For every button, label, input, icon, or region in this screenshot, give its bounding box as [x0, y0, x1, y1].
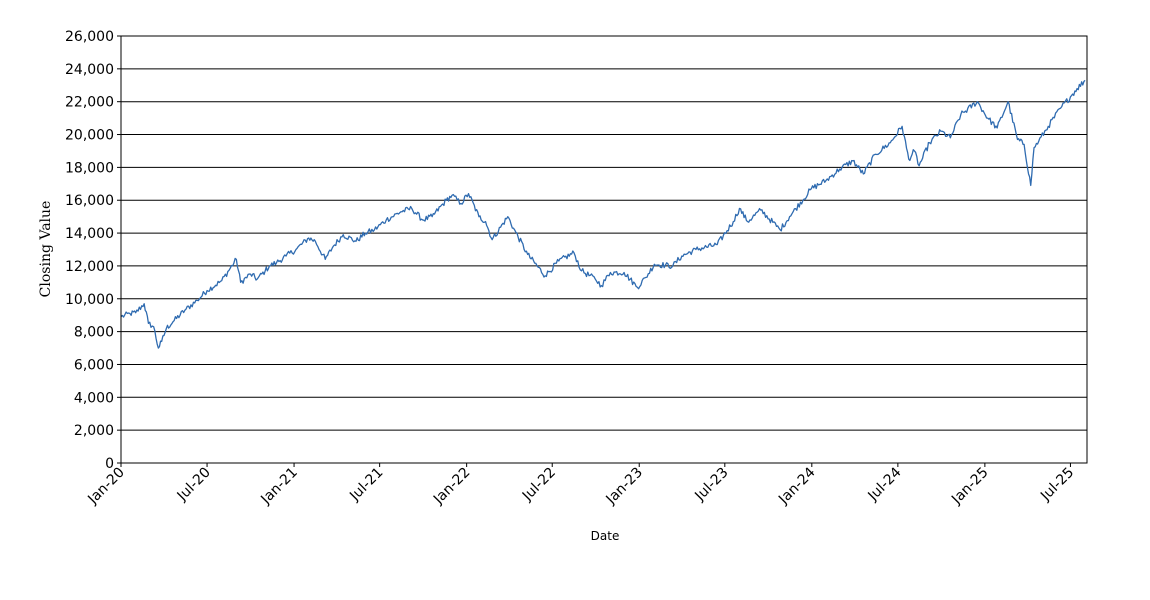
- y-tick-label: 4,000: [74, 390, 114, 406]
- x-axis-title: Date: [591, 529, 620, 543]
- y-tick-label: 20,000: [65, 128, 114, 144]
- x-tick-label: Jul-20: [174, 465, 214, 505]
- x-tick-label: Jul-23: [691, 465, 731, 505]
- y-tick-label: 6,000: [74, 357, 114, 373]
- y-tick-label: 2,000: [74, 423, 114, 439]
- plot-frame: [120, 35, 1088, 464]
- y-tick-label: 24,000: [65, 62, 114, 78]
- x-tick-label: Jul-22: [519, 465, 559, 505]
- y-tick-label: 14,000: [65, 226, 114, 242]
- y-tick-label: 22,000: [65, 95, 114, 111]
- y-tick-label: 26,000: [65, 29, 114, 45]
- x-tick-label: Jan-22: [430, 465, 473, 508]
- x-tick-label: Jan-24: [775, 464, 819, 508]
- y-tick-label: 18,000: [65, 160, 114, 176]
- y-tick-label: 12,000: [65, 259, 114, 275]
- y-tick-label: 8,000: [74, 325, 114, 341]
- series-line: [120, 79, 1086, 349]
- x-axis-ticks: Jan-20 Jul-20 Jan-21 Jul-21 Jan-22 Jul-22 Jan-…: [84, 463, 1077, 508]
- x-tick-label: Jul-25: [1037, 465, 1077, 505]
- x-tick-label: Jan-23: [603, 465, 646, 508]
- x-tick-label: Jan-21: [257, 465, 300, 508]
- x-tick-label: Jan-25: [948, 465, 991, 508]
- y-tick-label: 0: [105, 456, 114, 472]
- y-tick-label: 16,000: [65, 193, 114, 209]
- x-tick-label: Jul-24: [865, 464, 905, 504]
- plot-background: [121, 36, 1087, 463]
- y-axis-ticks: 0 2,000 4,000 6,000 8,000 10,000 12,000 14,000 1…: [65, 29, 121, 472]
- y-axis-title: Closing Value: [38, 201, 54, 298]
- x-tick-label: Jul-21: [346, 465, 386, 505]
- y-tick-label: 10,000: [65, 292, 114, 308]
